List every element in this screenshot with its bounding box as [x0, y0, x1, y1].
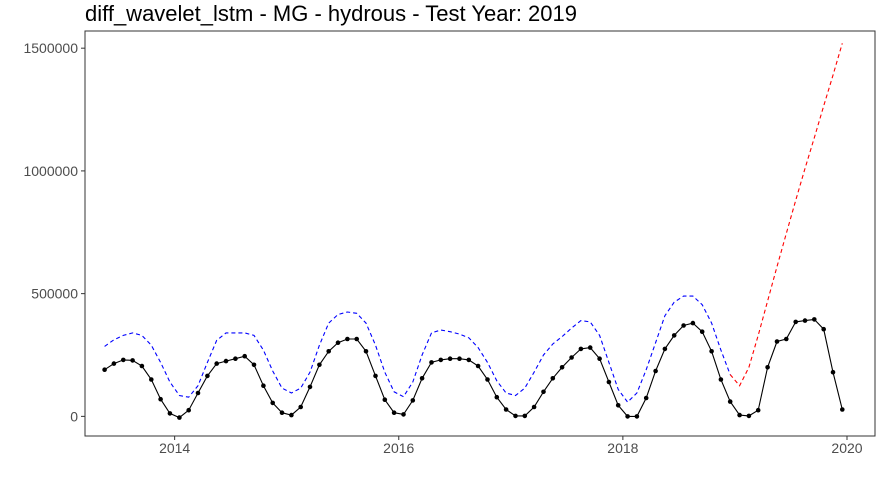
data-point	[289, 412, 294, 418]
y-tick-label: 1000000	[23, 163, 78, 179]
data-point	[606, 379, 612, 385]
data-point	[755, 407, 761, 413]
data-point	[821, 326, 826, 332]
data-point	[149, 377, 154, 382]
data-point	[307, 384, 313, 390]
data-point	[326, 349, 332, 354]
data-point	[718, 377, 724, 382]
data-point	[233, 356, 238, 362]
data-point	[494, 394, 500, 400]
data-point	[466, 357, 472, 363]
data-point	[671, 333, 677, 338]
data-point	[373, 373, 378, 379]
plot-lines	[104, 43, 843, 419]
data-point	[784, 336, 789, 342]
plot-points	[102, 317, 845, 420]
data-point	[410, 398, 416, 403]
y-tick-label: 1500000	[23, 40, 78, 56]
data-point	[270, 400, 276, 406]
data-point	[765, 365, 770, 370]
data-point	[419, 376, 425, 381]
data-point	[699, 329, 705, 335]
data-point	[317, 362, 322, 368]
data-point	[279, 410, 285, 416]
data-point	[653, 368, 658, 374]
data-point	[709, 349, 714, 354]
data-point	[186, 407, 191, 413]
data-point	[522, 413, 528, 419]
data-point	[195, 390, 201, 396]
data-point	[345, 336, 350, 342]
data-point	[587, 345, 593, 350]
data-point	[559, 365, 565, 370]
x-tick-label: 2018	[607, 440, 638, 456]
data-point	[457, 356, 462, 362]
y-axis: 0 500000 1000000 1500000	[23, 40, 85, 424]
data-point	[251, 362, 257, 368]
data-point	[298, 404, 304, 410]
y-tick-label: 500000	[31, 286, 78, 302]
data-point	[550, 376, 556, 381]
data-point	[167, 411, 173, 416]
data-point	[746, 413, 752, 419]
data-point	[223, 358, 229, 364]
data-point	[102, 367, 107, 373]
series-line-1	[104, 295, 731, 403]
data-point	[774, 339, 780, 344]
data-point	[634, 414, 640, 419]
data-point	[802, 318, 808, 323]
chart-title: diff_wavelet_lstm - MG - hydrous - Test …	[85, 1, 577, 26]
data-point	[363, 349, 369, 354]
data-point	[531, 404, 537, 410]
data-point	[830, 369, 836, 375]
data-point	[475, 363, 481, 369]
data-point	[242, 353, 247, 359]
data-point	[382, 397, 388, 403]
panel-border	[84, 30, 876, 437]
data-point	[681, 323, 686, 328]
data-point	[261, 383, 266, 389]
data-point	[158, 396, 163, 402]
data-point	[177, 415, 182, 420]
data-point	[354, 336, 360, 342]
data-point	[597, 356, 602, 362]
data-point	[429, 360, 434, 365]
data-point	[812, 317, 817, 322]
x-tick-label: 2016	[383, 440, 414, 456]
data-point	[513, 413, 518, 419]
data-point	[205, 373, 210, 379]
x-tick-label: 2014	[159, 440, 190, 456]
data-point	[793, 319, 798, 325]
data-point	[615, 403, 621, 408]
data-point	[447, 356, 453, 362]
data-point	[401, 412, 406, 417]
data-point	[737, 412, 742, 418]
series-line-2	[729, 43, 843, 387]
data-point	[690, 320, 696, 326]
data-point	[485, 377, 490, 382]
data-point	[139, 363, 145, 369]
data-point	[662, 346, 668, 352]
data-point	[121, 357, 126, 363]
data-point	[643, 395, 649, 401]
data-point	[727, 399, 733, 404]
data-point	[391, 410, 397, 416]
data-point	[335, 340, 341, 346]
data-point	[541, 389, 546, 395]
x-axis: 2014 2016 2018 2020	[159, 436, 863, 456]
y-tick-label: 0	[70, 408, 78, 424]
data-point	[503, 407, 509, 412]
data-point	[578, 346, 584, 352]
data-point	[130, 358, 135, 363]
data-point	[625, 414, 630, 419]
data-point	[569, 355, 574, 360]
x-tick-label: 2020	[831, 440, 862, 456]
data-point	[111, 361, 117, 366]
data-point	[438, 357, 444, 363]
data-point	[214, 361, 219, 366]
data-point	[840, 407, 845, 412]
